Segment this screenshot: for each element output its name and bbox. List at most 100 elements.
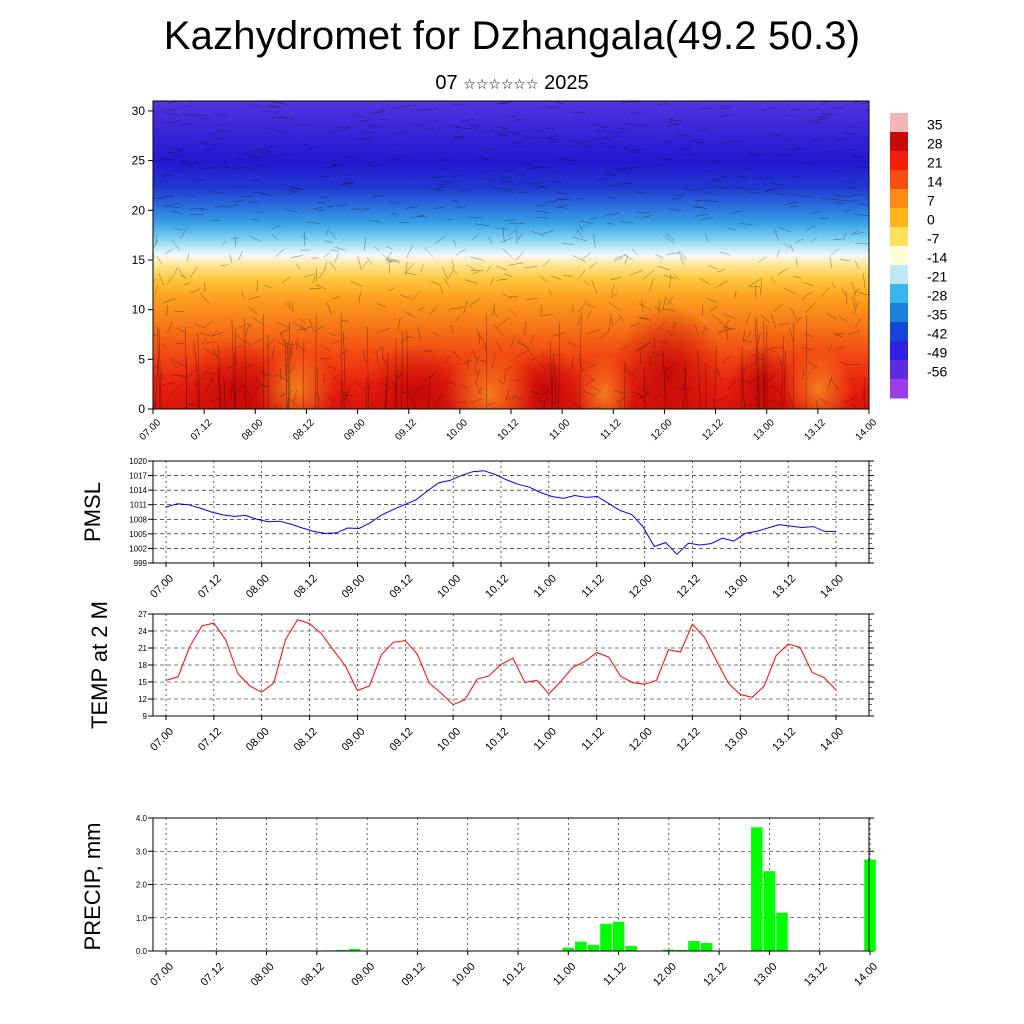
y-tick-label: 24 — [138, 627, 147, 636]
x-tick-label: 10.00 — [445, 417, 471, 443]
y-tick-label: 1020 — [129, 457, 147, 466]
precip-bar — [562, 947, 575, 951]
colorbar-label: -28 — [927, 288, 947, 304]
y-tick-label: 25 — [132, 154, 146, 168]
precip-bar — [776, 912, 788, 951]
x-tick-label: 13.00 — [751, 417, 777, 443]
precip-bar — [600, 923, 612, 951]
colorbar-label: -49 — [927, 345, 947, 361]
x-tick-label: 13.12 — [803, 417, 829, 443]
x-tick-label: 09.12 — [387, 573, 415, 601]
x-tick-label: 12.12 — [700, 417, 726, 443]
x-tick-label: 10.12 — [483, 726, 511, 754]
y-tick-label: 0.0 — [136, 947, 148, 956]
x-tick-label: 14.00 — [818, 573, 846, 601]
x-tick-label: 12.00 — [651, 961, 679, 989]
colorbar-swatch — [890, 132, 908, 152]
y-tick-label: 999 — [134, 559, 148, 568]
colorbar-label: -14 — [927, 250, 947, 266]
cool-patch — [574, 354, 635, 409]
temp2m-ylabel: TEMP at 2 M — [87, 601, 112, 729]
x-tick-label: 14.00 — [818, 726, 846, 754]
x-tick-label: 09.12 — [387, 726, 415, 754]
colorbar-label: 28 — [927, 136, 943, 152]
pmsl-chart: 07.00 07.12 08.00 08.12 09.00 09.12 10.00 10.12… — [80, 457, 874, 601]
x-tick-label: 11.00 — [547, 417, 572, 442]
colorbar-label: 14 — [927, 174, 943, 190]
x-tick-label: 09.00 — [349, 961, 377, 989]
x-tick-label: 12.00 — [627, 726, 655, 754]
precip-bar — [575, 941, 587, 951]
x-tick-label: 08.12 — [299, 961, 327, 989]
colorbar-swatch — [890, 379, 908, 399]
colorbar-label: -42 — [927, 326, 947, 342]
y-tick-label: 9 — [143, 712, 148, 721]
cool-patch — [256, 349, 337, 409]
precip-ylabel: PRECIP, mm — [80, 823, 105, 951]
y-tick-label: 1002 — [129, 544, 147, 553]
warm-core — [613, 304, 724, 409]
x-tick-label: 09.00 — [340, 573, 368, 601]
precip-frame — [152, 817, 870, 952]
page-subtitle: 07 ☆☆☆☆☆☆ 2025 — [0, 72, 1024, 95]
pmsl-frame — [152, 460, 870, 564]
colorbar-swatch — [890, 341, 908, 361]
y-tick-label: 0 — [138, 402, 145, 416]
x-tick-label: 07.00 — [148, 961, 176, 989]
x-tick-label: 08.00 — [240, 417, 266, 443]
colorbar-swatch — [890, 113, 908, 133]
y-tick-label: 10 — [132, 303, 146, 317]
colorbar-swatch — [890, 189, 908, 209]
temp2m-chart: 07.00 07.12 08.00 08.12 09.00 09.12 10.00 10.12… — [87, 601, 874, 754]
x-tick-label: 13.12 — [802, 961, 830, 989]
temp2m-series-line — [165, 619, 837, 706]
y-tick-label: 1.0 — [136, 914, 148, 923]
colorbar-label: -7 — [927, 231, 940, 247]
x-tick-label: 10.00 — [435, 726, 463, 754]
x-tick-label: 07.00 — [148, 573, 176, 601]
precip-bar — [587, 945, 600, 951]
x-tick-label: 11.12 — [579, 726, 606, 753]
precip-bar — [663, 949, 675, 951]
x-tick-label: 13.00 — [752, 961, 780, 989]
cross-section-chart: 0 5 10 15 20 25 30 07.00 07.12 08.00 08.12 09.00 09.… — [132, 100, 947, 443]
x-tick-label: 07.12 — [196, 726, 224, 754]
precip-bar — [864, 859, 876, 951]
cool-patch — [783, 349, 854, 409]
colorbar-swatch — [890, 170, 908, 190]
colorbar-label: -21 — [927, 269, 947, 285]
x-tick-label: 12.12 — [675, 573, 703, 601]
page-title: Kazhydromet for Dzhangala(49.2 50.3) — [163, 14, 861, 58]
x-tick-label: 11.12 — [598, 417, 623, 442]
x-tick-label: 09.12 — [393, 417, 419, 443]
x-tick-label: 10.12 — [500, 961, 528, 989]
x-tick-label: 09.12 — [400, 961, 428, 989]
temp2m-frame — [152, 613, 870, 717]
colorbar-swatch — [890, 284, 908, 304]
y-tick-label: 4.0 — [136, 814, 148, 823]
colorbar-swatch — [890, 360, 908, 380]
x-tick-label: 13.00 — [722, 726, 750, 754]
pmsl-ylabel: PMSL — [80, 482, 105, 542]
y-tick-label: 30 — [132, 104, 146, 118]
x-tick-label: 07.00 — [138, 417, 164, 443]
x-tick-label: 13.12 — [770, 726, 798, 754]
precip-bar — [688, 941, 700, 951]
x-tick-label: 07.12 — [198, 961, 226, 989]
colorbar-label: -56 — [927, 364, 947, 380]
x-tick-label: 08.00 — [249, 961, 277, 989]
precip-bar — [763, 871, 776, 951]
y-tick-label: 27 — [138, 610, 147, 619]
x-tick-label: 12.12 — [675, 726, 703, 754]
x-tick-label: 11.00 — [551, 961, 578, 988]
subtitle-year: 2025 — [544, 72, 589, 94]
precip-bar — [700, 943, 713, 951]
x-tick-label: 08.12 — [292, 573, 320, 601]
x-tick-label: 12.00 — [627, 573, 655, 601]
subtitle-month: ☆☆☆☆☆☆ — [463, 77, 539, 93]
x-tick-label: 08.00 — [244, 573, 272, 601]
colorbar-label: -35 — [927, 307, 947, 323]
x-tick-label: 09.00 — [342, 417, 368, 443]
x-tick-label: 11.00 — [532, 726, 559, 753]
